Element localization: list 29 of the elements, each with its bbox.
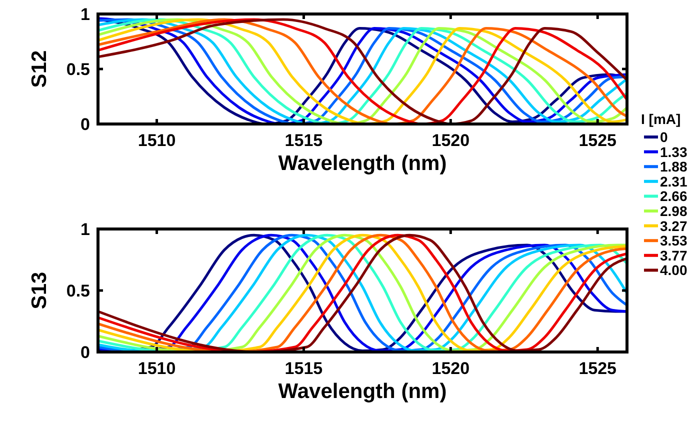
- x-tick-label: 1510: [138, 359, 176, 378]
- y-tick-label: 0: [80, 343, 90, 362]
- legend-label: 4.00: [660, 262, 688, 278]
- x-tick-label: 1525: [578, 131, 617, 150]
- legend-label: 1.88: [660, 158, 688, 175]
- legend-label: 2.31: [660, 173, 688, 190]
- y-tick-label: 0.5: [66, 60, 90, 79]
- legend-label: 3.53: [660, 232, 688, 249]
- y-tick-label: 0: [80, 115, 90, 134]
- legend-label: 3.77: [660, 247, 688, 264]
- y-axis-title: S12: [28, 50, 51, 88]
- legend-label: 2.66: [660, 188, 688, 204]
- x-tick-label: 1525: [578, 359, 617, 378]
- legend-title: I [mA]: [641, 111, 681, 127]
- y-axis-title: S13: [28, 272, 51, 310]
- x-axis-title: Wavelength (nm): [278, 380, 447, 403]
- legend-label: 2.98: [660, 203, 688, 219]
- x-tick-label: 1515: [284, 359, 323, 378]
- x-tick-label: 1515: [284, 131, 323, 150]
- legend-label: 3.27: [660, 218, 688, 234]
- legend-label: 1.33: [660, 144, 688, 160]
- y-tick-label: 0.5: [66, 282, 90, 300]
- x-tick-label: 1520: [432, 359, 470, 378]
- x-tick-label: 1520: [432, 131, 470, 150]
- legend-label: 0: [660, 129, 668, 145]
- y-tick-label: 1: [80, 220, 90, 239]
- y-tick-label: 1: [80, 5, 90, 24]
- x-axis-title: Wavelength (nm): [278, 152, 447, 175]
- x-tick-label: 1510: [138, 131, 176, 150]
